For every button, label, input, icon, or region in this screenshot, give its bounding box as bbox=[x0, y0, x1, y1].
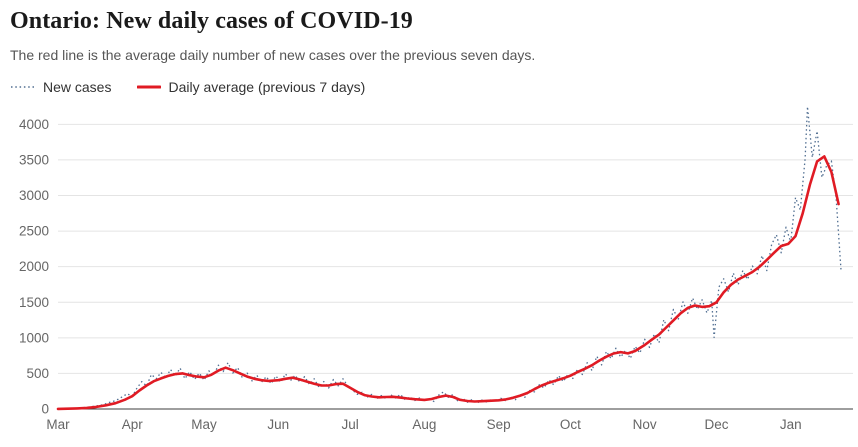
chart-legend: New cases Daily average (previous 7 days… bbox=[10, 79, 846, 95]
legend-label-new-cases: New cases bbox=[43, 79, 112, 95]
legend-item-daily-average: Daily average (previous 7 days) bbox=[137, 79, 365, 95]
x-tick-label: Dec bbox=[705, 417, 729, 432]
x-tick-label: Jan bbox=[780, 417, 802, 432]
series-new-cases-line bbox=[57, 105, 842, 410]
y-tick-label: 3500 bbox=[19, 152, 49, 167]
x-tick-label: Apr bbox=[122, 417, 144, 432]
series-daily-average-line bbox=[56, 155, 840, 411]
page-title: Ontario: New daily cases of COVID-19 bbox=[10, 8, 413, 34]
legend-item-new-cases: New cases bbox=[10, 79, 111, 95]
y-tick-label: 1000 bbox=[19, 330, 49, 345]
x-tick-label: Nov bbox=[633, 417, 657, 432]
chart-svg: 0 500 1000 1500 2000 2500 3000 3500 4000 Mar Apr Ma… bbox=[19, 105, 853, 432]
y-tick-label: 3000 bbox=[19, 188, 49, 203]
x-tick-label: Jun bbox=[267, 417, 289, 432]
chart-subtitle: The red line is the average daily number… bbox=[10, 47, 536, 63]
x-tick-label: Aug bbox=[412, 417, 436, 432]
x-tick-label: Jul bbox=[342, 417, 359, 432]
solid-line-swatch-icon bbox=[137, 85, 162, 89]
chart-area: 0 500 1000 1500 2000 2500 3000 3500 4000 Mar Apr Ma… bbox=[0, 97, 858, 444]
chart-header: Ontario: New daily cases of COVID-19 The… bbox=[0, 0, 858, 95]
y-tick-label: 2500 bbox=[19, 224, 49, 239]
y-tick-label: 0 bbox=[41, 402, 49, 417]
x-tick-label: Oct bbox=[560, 417, 581, 432]
dotted-line-swatch-icon bbox=[11, 86, 35, 88]
y-tick-label: 1500 bbox=[19, 295, 49, 310]
x-tick-label: Sep bbox=[487, 417, 511, 432]
legend-label-daily-average: Daily average (previous 7 days) bbox=[168, 79, 366, 95]
x-tick-label: May bbox=[191, 417, 217, 432]
y-tick-label: 500 bbox=[26, 366, 49, 381]
y-tick-label: 2000 bbox=[19, 259, 49, 274]
x-tick-label: Mar bbox=[46, 417, 70, 432]
y-tick-label: 4000 bbox=[19, 117, 49, 132]
